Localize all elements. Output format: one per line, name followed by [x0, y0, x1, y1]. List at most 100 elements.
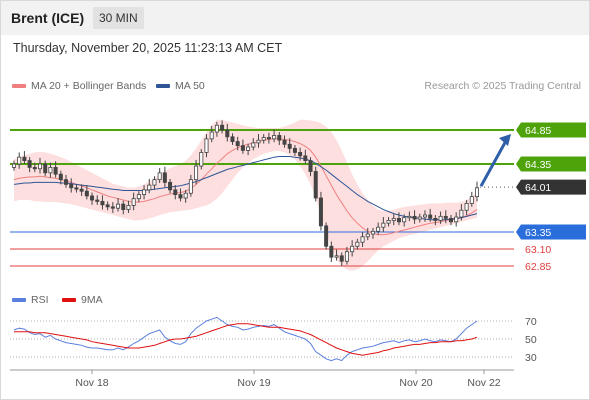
candle	[230, 133, 235, 145]
candle-body-up	[370, 230, 375, 235]
candle-body-down	[69, 183, 74, 189]
candle-body-up	[214, 124, 219, 133]
candle-body-down	[292, 147, 297, 153]
candle	[110, 202, 115, 213]
9ma-legend-label: 9MA	[81, 294, 103, 306]
candle-body-up	[152, 179, 157, 186]
candle	[209, 125, 214, 143]
candle	[74, 184, 79, 193]
candle-body-up	[464, 203, 469, 211]
rsi-tick-30: 30	[525, 352, 537, 364]
candle-body-up	[355, 241, 360, 247]
candle	[407, 211, 412, 222]
candle-body-up	[131, 198, 136, 206]
ma20-swatch	[12, 84, 26, 89]
candle-body-down	[443, 215, 448, 219]
candle-body-down	[95, 199, 100, 202]
candle-body-up	[183, 192, 188, 199]
candle-body-down	[235, 141, 240, 147]
x-tick-label: Nov 18	[75, 377, 108, 389]
candle-body-down	[58, 173, 63, 181]
ma20-line	[13, 138, 478, 236]
candle-body-down	[173, 189, 178, 195]
candle	[313, 166, 318, 202]
candle-body-up	[188, 179, 193, 194]
candle	[214, 121, 219, 137]
candle	[308, 157, 313, 177]
candle	[105, 201, 110, 211]
level-label-62-85: 62.85	[525, 261, 551, 273]
candle	[69, 178, 74, 193]
candle	[474, 181, 479, 202]
candle-body-down	[84, 190, 89, 197]
rsi-legend-label: RSI	[31, 294, 49, 306]
level-label-64-85: 64.85	[525, 125, 551, 137]
candle	[277, 132, 282, 145]
candle-body-down	[74, 187, 79, 190]
level-tag-64-01: 64.01	[516, 179, 586, 195]
candle	[188, 174, 193, 197]
level-tag-63-35: 63.35	[516, 224, 586, 240]
candle	[365, 227, 370, 241]
candle-body-down	[412, 215, 417, 220]
candle-body-up	[246, 146, 251, 151]
candle-body-up	[199, 152, 204, 167]
rsi-tick-50: 50	[525, 334, 537, 346]
candle	[204, 134, 209, 158]
candle-body-down	[90, 195, 95, 201]
candle	[334, 249, 339, 261]
candle-body-down	[225, 129, 230, 138]
candle	[464, 200, 469, 215]
candle-body-down	[303, 155, 308, 161]
candle	[32, 162, 37, 173]
candle-body-up	[11, 163, 16, 168]
candle	[43, 160, 48, 177]
candle-body-down	[266, 137, 271, 140]
candle	[58, 170, 63, 185]
level-label-64-01: 64.01	[525, 182, 551, 194]
candle-body-down	[433, 217, 438, 221]
candle-body-up	[438, 215, 443, 221]
level-tag-shape	[516, 122, 586, 138]
candle-body-up	[256, 139, 261, 144]
candle-body-up	[376, 226, 381, 232]
candle-body-down	[220, 124, 225, 131]
candle	[126, 200, 131, 213]
candle	[339, 252, 344, 266]
candle-body-up	[147, 184, 152, 191]
rsi-tick-70: 70	[525, 316, 537, 328]
candle	[318, 191, 323, 231]
candle	[454, 212, 459, 227]
candle-body-down	[230, 136, 235, 142]
candle-body-down	[110, 206, 115, 209]
candle-body-down	[282, 139, 287, 145]
bollinger-band	[14, 119, 477, 271]
forecast-arrow-shaft	[479, 138, 509, 187]
candle	[178, 188, 183, 202]
candle	[95, 195, 100, 205]
candle-body-down	[448, 217, 453, 223]
x-tick-label: Nov 22	[467, 377, 500, 389]
candle-body-up	[469, 196, 474, 204]
candle	[53, 161, 58, 178]
candle-body-up	[261, 137, 266, 141]
legend-rsi: RSI	[12, 294, 49, 306]
candle	[90, 192, 95, 205]
candle	[84, 185, 89, 200]
candle	[199, 149, 204, 170]
candle-body-down	[428, 214, 433, 219]
candle	[136, 191, 141, 203]
candle-body-up	[334, 255, 339, 258]
x-tick-label: Nov 20	[399, 377, 432, 389]
candle-body-up	[391, 217, 396, 221]
ma50-legend-label: MA 50	[175, 80, 205, 92]
candle	[142, 185, 147, 200]
timeframe-badge[interactable]: 30 MIN	[93, 7, 144, 29]
candle	[443, 210, 448, 224]
candle	[116, 198, 121, 212]
candle	[402, 214, 407, 227]
candles	[11, 120, 479, 266]
candle	[428, 208, 433, 222]
candle	[459, 204, 464, 221]
